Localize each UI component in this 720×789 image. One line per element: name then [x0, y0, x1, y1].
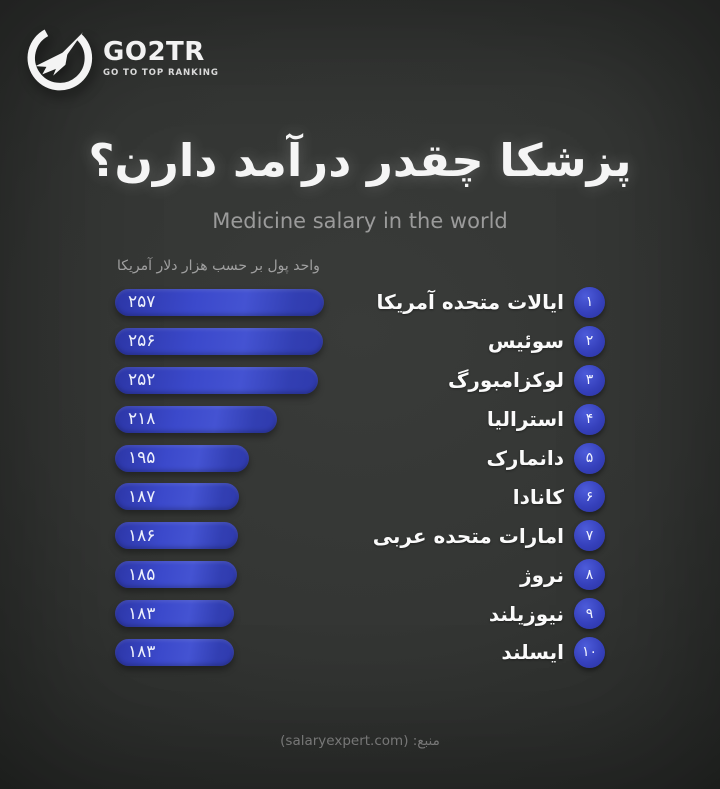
salary-bar: ۲۵۲	[115, 366, 318, 394]
rank-badge: ۸	[574, 559, 605, 591]
bar-value: ۲۵۶	[128, 331, 156, 352]
salary-bar: ۱۸۳	[115, 638, 234, 666]
rank-badge: ۱۰	[574, 636, 605, 668]
rank-badge: ۹	[574, 598, 605, 630]
bar-value: ۱۸۳	[128, 642, 156, 663]
chart-row: ۱۸۳ نیوزیلند ۹	[115, 594, 605, 633]
logo-text: GO2TR GO TO TOP RANKING	[103, 39, 219, 78]
rank-number: ۱	[585, 294, 594, 311]
rank-number: ۵	[585, 450, 594, 466]
salary-chart: واحد پول بر حسب هزار دلار آمریکا ۲۵۷ ایا…	[115, 258, 605, 672]
country-label: نروژ	[520, 562, 564, 587]
brand-name: GO2TR	[103, 36, 205, 67]
source-credit: منبع: (salaryexpert.com)	[280, 733, 440, 749]
rank-badge: ۴	[574, 403, 605, 435]
salary-bar: ۱۸۳	[115, 600, 234, 628]
rank-number: ۲	[585, 333, 594, 350]
page-title: پزشکا چقدر درآمد دارن؟	[88, 134, 632, 187]
bar-value: ۱۸۳	[128, 603, 156, 624]
rank-badge: ۳	[574, 364, 605, 396]
rank-number: ۷	[585, 527, 594, 544]
rank-badge: ۷	[574, 520, 605, 552]
rank-number: ۳	[585, 372, 594, 389]
rank-number: ۸	[585, 566, 594, 583]
rank-badge: ۵	[574, 442, 605, 474]
chart-row: ۱۸۷ کانادا ۶	[115, 477, 605, 516]
salary-bar: ۱۹۵	[115, 444, 249, 472]
unit-note: واحد پول بر حسب هزار دلار آمریکا	[117, 258, 320, 274]
country-label: دانمارک	[486, 446, 564, 470]
country-label: لوکزامبورگ	[447, 368, 564, 393]
bar-chart: ۲۵۷ ایالات متحده آمریکا ۱ ۲۵۶ سوئیس ۲ ۲۵…	[115, 283, 605, 672]
bar-value: ۱۸۷	[128, 486, 156, 507]
country-label: نیوزیلند	[488, 601, 564, 626]
rank-number: ۹	[585, 605, 594, 622]
rank-badge: ۶	[574, 481, 605, 513]
country-label: کانادا	[512, 484, 564, 509]
bar-value: ۱۸۶	[128, 525, 156, 546]
salary-bar: ۱۸۵	[115, 561, 237, 589]
country-label: امارات متحده عربی	[372, 523, 564, 548]
go2tr-logo: GO2TR GO TO TOP RANKING	[26, 24, 219, 92]
country-label: استرالیا	[486, 407, 564, 432]
chart-row: ۱۸۶ امارات متحده عربی ۷	[115, 516, 605, 555]
page-subtitle: Medicine salary in the world	[212, 209, 508, 233]
chart-row: ۲۵۲ لوکزامبورگ ۳	[115, 361, 605, 400]
bar-value: ۱۹۵	[128, 448, 156, 468]
salary-bar: ۱۸۶	[115, 522, 238, 550]
country-label: ایالات متحده آمریکا	[376, 290, 564, 315]
go2tr-plane-icon	[27, 29, 93, 91]
chart-row: ۱۸۳ ایسلند ۱۰	[115, 633, 605, 672]
chart-row: ۲۵۷ ایالات متحده آمریکا ۱	[115, 283, 605, 322]
rank-number: ۶	[585, 488, 594, 505]
chart-row: ۱۸۵ نروژ ۸	[115, 555, 605, 594]
salary-bar: ۲۱۸	[115, 405, 277, 433]
brand-tagline: GO TO TOP RANKING	[103, 67, 219, 78]
salary-bar: ۲۵۷	[115, 288, 324, 316]
chart-row: ۲۵۶ سوئیس ۲	[115, 322, 605, 361]
bar-value: ۲۵۷	[128, 292, 156, 313]
salary-bar: ۱۸۷	[115, 483, 239, 511]
bar-value: ۲۱۸	[128, 409, 156, 430]
salary-bar: ۲۵۶	[115, 327, 323, 355]
bar-value: ۲۵۲	[128, 370, 156, 391]
country-label: سوئیس	[487, 329, 564, 354]
country-label: ایسلند	[501, 640, 564, 665]
rank-number: ۴	[585, 411, 594, 428]
chart-row: ۱۹۵ دانمارک ۵	[115, 439, 605, 478]
bar-value: ۱۸۵	[128, 564, 156, 585]
rank-badge: ۲	[574, 325, 605, 357]
rank-number: ۱۰	[581, 644, 598, 661]
chart-row: ۲۱۸ استرالیا ۴	[115, 400, 605, 439]
rank-badge: ۱	[574, 286, 605, 318]
